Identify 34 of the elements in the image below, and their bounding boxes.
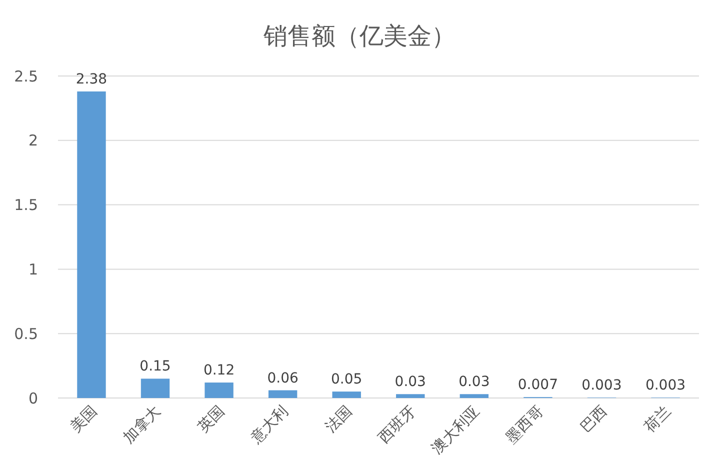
y-tick-label: 2 — [28, 132, 38, 150]
x-tick-label: 澳大利亚 — [428, 402, 483, 458]
x-tick-label: 巴西 — [576, 402, 611, 436]
bar — [332, 392, 361, 398]
bar — [77, 91, 106, 398]
data-label: 2.38 — [76, 71, 108, 88]
x-tick-label: 法国 — [321, 402, 356, 436]
data-label: 0.007 — [518, 377, 558, 394]
x-tick-label: 墨西哥 — [502, 402, 547, 447]
bar — [204, 382, 234, 398]
data-label: 0.12 — [203, 362, 235, 379]
data-label: 0.15 — [140, 358, 171, 375]
data-label: 0.003 — [645, 378, 686, 394]
y-tick-label: 1.5 — [14, 196, 38, 214]
y-tick-label: 1 — [28, 260, 38, 278]
bar — [268, 390, 298, 398]
x-tick-label: 意大利 — [246, 402, 292, 448]
data-label: 0.05 — [331, 372, 362, 388]
y-tick-label: 0 — [28, 389, 38, 408]
data-label: 0.003 — [582, 378, 622, 394]
x-tick-label: 加拿大 — [120, 402, 164, 447]
bar — [396, 394, 425, 398]
x-tick-label: 西班牙 — [374, 402, 420, 447]
data-label: 0.06 — [267, 370, 299, 386]
bar — [140, 378, 170, 398]
data-label: 0.03 — [394, 374, 426, 390]
x-tick-label: 美国 — [66, 402, 100, 436]
x-tick-label: 荷兰 — [640, 402, 674, 436]
chart-title: 销售额（亿美金） — [262, 22, 456, 50]
data-label: 0.03 — [458, 374, 490, 390]
bar — [460, 394, 489, 398]
x-tick-label: 英国 — [194, 402, 228, 436]
y-tick-label: 2.5 — [14, 67, 38, 86]
y-tick-label: 0.5 — [14, 324, 38, 343]
